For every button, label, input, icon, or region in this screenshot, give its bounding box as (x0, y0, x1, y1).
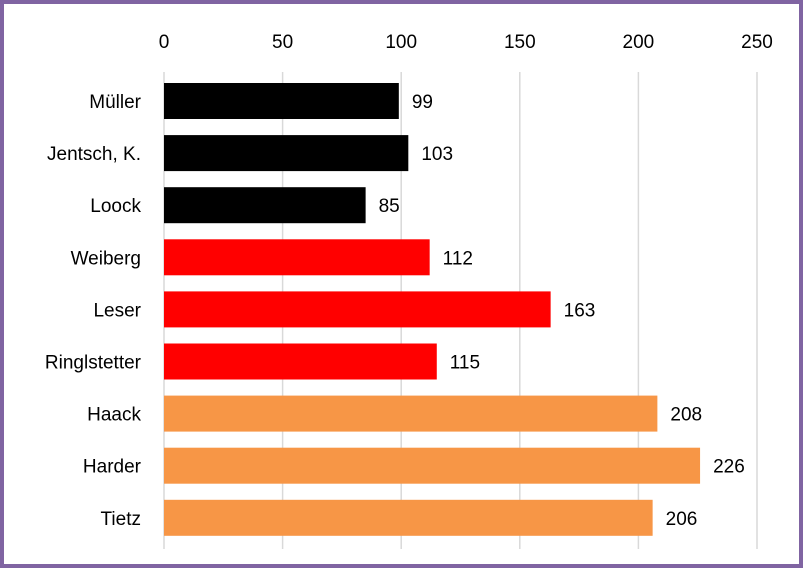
data-label: 163 (564, 300, 596, 321)
bar-6 (164, 343, 437, 380)
bar-2 (164, 135, 409, 172)
bars (164, 83, 701, 536)
data-label: 115 (450, 353, 480, 374)
x-tick-label: 100 (385, 32, 417, 53)
bar-1 (164, 83, 399, 119)
data-label: 208 (670, 405, 702, 426)
x-tick-label: 200 (623, 32, 655, 53)
bar-5 (164, 291, 551, 328)
data-label: 99 (412, 92, 433, 113)
bar-7 (164, 395, 658, 432)
data-label: 85 (379, 196, 400, 217)
x-tick-label: 150 (504, 32, 536, 53)
category-label: Harder (83, 457, 142, 478)
x-tick-label: 50 (272, 32, 293, 53)
category-label: Jentsch, K. (47, 144, 141, 165)
category-label: Leser (93, 300, 141, 321)
category-label: Haack (87, 405, 141, 426)
category-label: Weiberg (71, 248, 141, 269)
data-label: 103 (421, 144, 453, 165)
x-axis-ticks: 0 50 100 150 200 250 (159, 32, 773, 53)
x-tick-label: 0 (159, 32, 170, 53)
data-labels: 99 103 85 112 163 115 208 226 206 (379, 92, 745, 530)
bar-chart: 0 50 100 150 200 250 Müller Jentsch, K. Loock We… (45, 32, 773, 549)
category-label: Loock (90, 196, 141, 217)
x-tick-label: 250 (741, 32, 773, 53)
bar-9 (164, 499, 653, 536)
bar-3 (164, 187, 366, 224)
category-label: Ringlstetter (45, 353, 142, 374)
category-label: Müller (89, 92, 141, 113)
data-label: 206 (666, 509, 698, 530)
bar-8 (164, 447, 701, 484)
data-label: 112 (443, 248, 473, 269)
bar-4 (164, 239, 430, 276)
data-label: 226 (713, 457, 745, 478)
category-label: Tietz (101, 509, 141, 530)
category-labels: Müller Jentsch, K. Loock Weiberg Leser Ringls… (45, 92, 142, 530)
